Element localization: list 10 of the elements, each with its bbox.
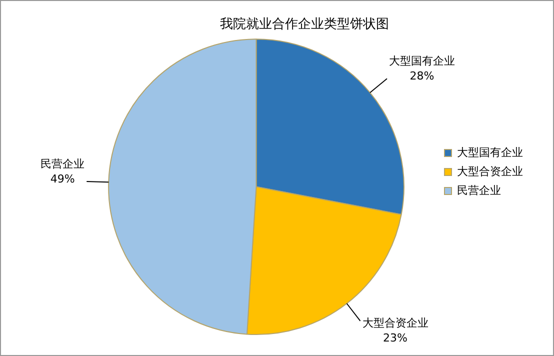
data-label: 28% bbox=[410, 69, 434, 82]
chart-title: 我院就业合作企业类型饼状图 bbox=[220, 17, 389, 32]
data-label: 23% bbox=[383, 332, 408, 345]
data-label: 49% bbox=[50, 172, 75, 186]
slice-label: 大型国有企业 bbox=[389, 54, 456, 68]
slice-label: 大型合资企业 bbox=[362, 316, 428, 330]
slice-label: 民营企业 bbox=[40, 157, 85, 170]
legend-label: 民营企业 bbox=[457, 184, 501, 197]
legend-label: 大型国有企业 bbox=[457, 146, 523, 159]
legend-label: 大型合资企业 bbox=[457, 164, 523, 178]
